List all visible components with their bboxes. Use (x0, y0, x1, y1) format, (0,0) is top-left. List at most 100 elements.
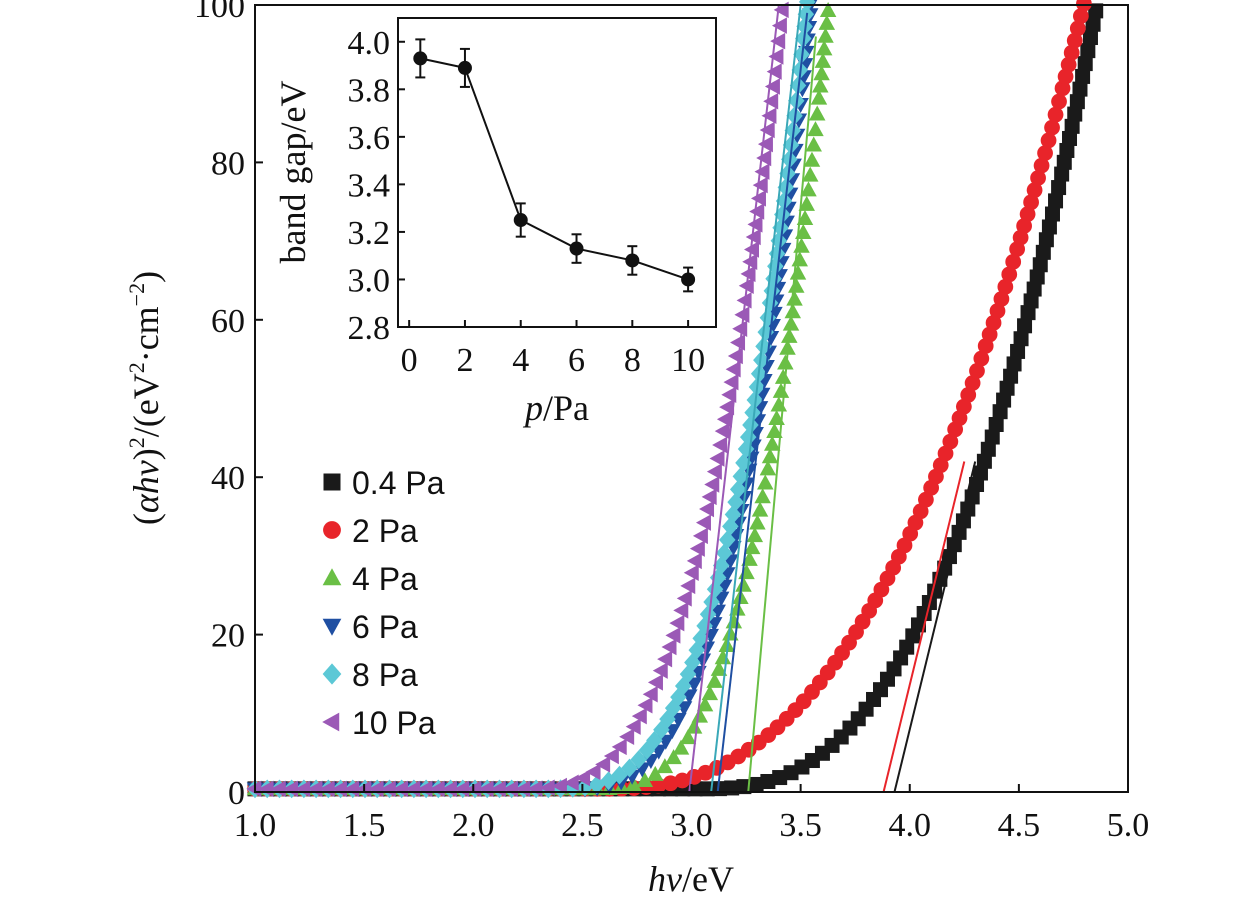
data-point (695, 514, 711, 531)
data-point (988, 416, 1004, 432)
data-point (969, 476, 985, 492)
data-point (730, 334, 746, 351)
data-point (1054, 166, 1070, 182)
legend-item: 4 Pa (322, 561, 418, 597)
data-point (743, 539, 761, 555)
data-point (712, 436, 728, 454)
inset-axis-ticks: 0 2 4 6 8 10 2.8 3.0 3.2 3.4 3.6 3.8 4.0 (348, 25, 706, 379)
data-point (969, 363, 985, 379)
data-point (989, 303, 1006, 319)
data-point (817, 27, 834, 43)
data-point (807, 121, 824, 137)
data-point (754, 163, 770, 180)
legend-label: 8 Pa (352, 657, 418, 693)
inset-data-point (569, 241, 584, 256)
data-point (661, 638, 677, 656)
inset-y-tick-label: 3.4 (348, 167, 391, 204)
data-point (777, 177, 795, 197)
legend-marker (323, 521, 341, 539)
data-point (1020, 305, 1036, 321)
legend-marker (322, 712, 340, 732)
data-point (642, 685, 658, 703)
data-point (801, 166, 819, 182)
data-point (796, 17, 813, 36)
inset-x-tick-label: 10 (671, 342, 705, 379)
x-tick-label: 3.5 (779, 807, 822, 844)
fit-line-10-pa (688, 4, 780, 793)
data-point (960, 387, 977, 403)
data-point (993, 291, 1010, 307)
data-point (603, 747, 619, 765)
inset-x-tick-label: 6 (568, 342, 585, 379)
data-point (686, 552, 702, 570)
data-point (692, 527, 708, 545)
data-point (951, 524, 967, 540)
data-point (685, 718, 703, 734)
data-point (706, 463, 722, 480)
inset-data-point (513, 213, 528, 228)
data-point (676, 590, 692, 607)
data-point (709, 450, 725, 467)
data-point (650, 777, 667, 794)
main-plot: 1.0 1.5 2.0 2.5 3.0 3.5 4.0 4.5 5.0020406080100 … (124, 0, 1149, 899)
data-point (1030, 170, 1046, 186)
data-point (1037, 145, 1053, 161)
x-tick-label: 4.0 (889, 807, 932, 844)
data-point (665, 627, 681, 644)
data-point (1080, 43, 1096, 59)
data-point (984, 429, 1000, 445)
legend-item: 6 Pa (322, 609, 418, 645)
data-point (774, 368, 792, 384)
data-point (719, 530, 736, 550)
data-point (1017, 318, 1033, 334)
fit-line-2-pa (882, 461, 966, 793)
data-point (796, 210, 814, 226)
data-point (751, 501, 769, 517)
data-point (585, 763, 601, 781)
data-point (1026, 281, 1042, 297)
data-point (1075, 68, 1091, 84)
data-point (714, 422, 730, 440)
data-point (771, 17, 787, 34)
data-point (747, 216, 763, 233)
data-point (766, 63, 782, 80)
data-point (718, 637, 736, 653)
inset-data-point (457, 60, 472, 75)
data-point (918, 491, 934, 508)
inset-x-tick-label: 2 (456, 342, 473, 379)
legend-item: 2 Pa (323, 513, 418, 549)
data-point (1019, 206, 1036, 223)
data-point (669, 614, 685, 632)
data-point (973, 350, 990, 367)
data-point (768, 48, 784, 65)
data-point (756, 149, 772, 167)
data-point (942, 433, 959, 450)
data-point (937, 445, 954, 462)
data-point (631, 707, 647, 725)
data-point (814, 52, 832, 68)
data-point (680, 577, 696, 595)
data-point (1026, 182, 1043, 199)
data-point (781, 149, 798, 169)
inset-y-tick-label: 4.0 (348, 25, 391, 62)
data-point (704, 476, 720, 493)
data-point (1088, 3, 1104, 19)
legend-marker (322, 568, 342, 586)
fit-line-4-pa (747, 36, 817, 793)
data-point (784, 303, 802, 319)
inset-y-axis-title: band gap/eV (273, 81, 313, 264)
data-point (803, 151, 821, 167)
data-point (910, 617, 926, 633)
data-point (727, 492, 744, 512)
data-point (1082, 30, 1098, 46)
y-axis-title: (αhv)2/(eV2·cm−2) (124, 271, 166, 525)
data-point (1051, 93, 1067, 110)
data-point (637, 696, 653, 714)
data-point (972, 465, 988, 481)
fit-line-8-pa (710, 4, 802, 793)
data-point (800, 181, 817, 197)
inset-x-tick-label: 4 (512, 342, 529, 379)
legend-marker (322, 618, 342, 636)
data-point (664, 724, 681, 740)
